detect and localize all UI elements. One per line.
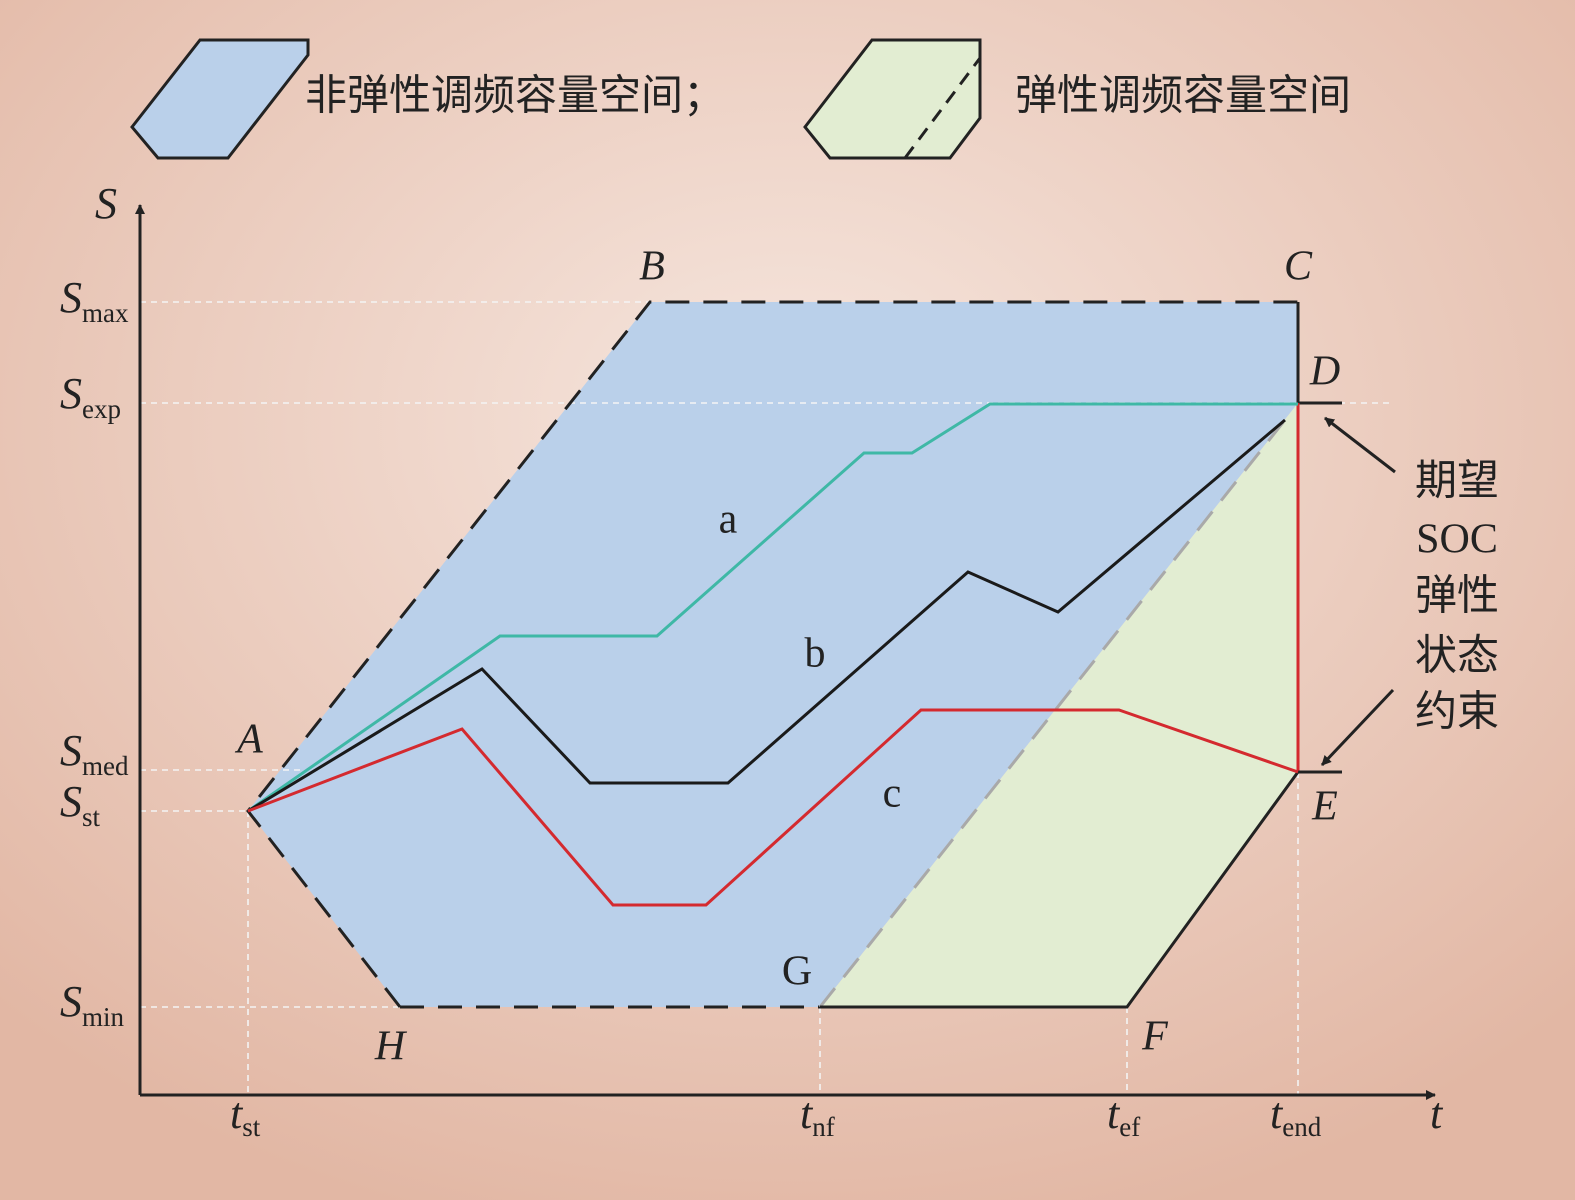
legend: 非弹性调频容量空间； 弹性调频容量空间	[130, 38, 1351, 160]
x-tick-label: tend	[1270, 1089, 1322, 1142]
curve-label: a	[719, 497, 738, 543]
y-tick-label: Sexp	[60, 369, 121, 424]
legend-label: 非弹性调频容量空间；	[305, 73, 725, 120]
point-label: F	[1141, 1014, 1168, 1060]
x-axis-label: t	[1430, 1089, 1444, 1138]
y-tick-label: Sst	[60, 777, 101, 832]
axes	[135, 204, 1436, 1100]
y-tick-label: Smin	[60, 977, 125, 1032]
curve-c	[247, 708, 1299, 907]
inelastic-region	[248, 302, 1298, 1007]
curve-a	[247, 402, 1298, 813]
x-tick-label: tef	[1107, 1089, 1140, 1142]
y-tick-label: Smed	[60, 726, 129, 781]
annotation-text: 状态	[1415, 634, 1499, 680]
curve-label: c	[883, 771, 902, 817]
legend-swatch-inelastic	[130, 38, 310, 160]
x-tick-label: tst	[230, 1089, 261, 1142]
annotation-text: 期望	[1415, 459, 1499, 505]
point-label: B	[639, 244, 665, 290]
x-tick-label: tnf	[800, 1089, 835, 1142]
point-label: D	[1309, 349, 1340, 395]
legend-dash	[903, 57, 982, 159]
y-axis-label: S	[95, 179, 117, 228]
annotation-text: 约束	[1415, 690, 1499, 736]
annotation-text: SOC	[1416, 517, 1498, 563]
curve-b	[247, 418, 1286, 813]
point-label: E	[1311, 784, 1338, 830]
point-label: H	[374, 1024, 408, 1070]
point-label: A	[234, 717, 263, 763]
point-label: C	[1284, 244, 1313, 290]
annotation-arrow	[1324, 416, 1396, 474]
point-label: G	[782, 949, 812, 995]
curve-label: b	[805, 631, 826, 677]
y-tick-label: Smax	[60, 273, 129, 328]
legend-swatch-elastic	[803, 38, 982, 160]
guides	[140, 301, 1390, 1095]
annotation-text: 弹性	[1415, 574, 1499, 620]
legend-label: 弹性调频容量空间	[1015, 73, 1351, 120]
annotation-arrow	[1320, 688, 1395, 767]
